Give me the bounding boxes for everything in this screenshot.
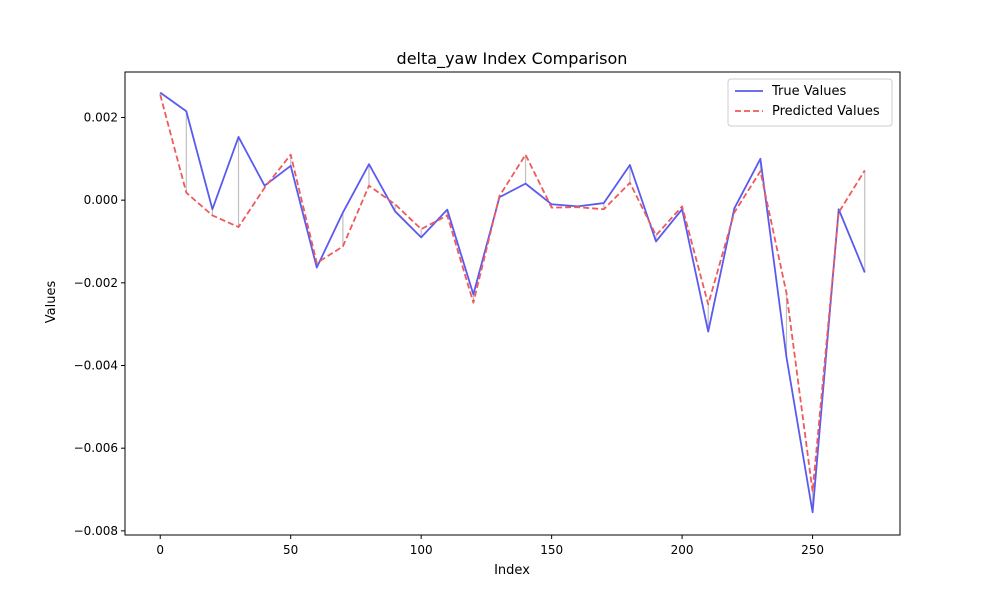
series-line-0	[159, 91, 866, 514]
y-tick-label: −0.006	[74, 441, 118, 455]
chart-title: delta_yaw Index Comparison	[397, 49, 628, 69]
difference-lines	[159, 92, 866, 513]
y-tick-label: −0.002	[74, 276, 118, 290]
x-tick-label: 50	[283, 543, 298, 557]
y-axis-label: Values	[44, 281, 59, 324]
y-tick-label: −0.008	[74, 524, 118, 538]
plot-frame	[124, 71, 901, 536]
x-axis-label: Index	[494, 563, 530, 578]
legend-label: Predicted Values	[772, 104, 880, 119]
legend-label: True Values	[771, 84, 846, 99]
y-tick-label: 0.002	[84, 110, 118, 124]
x-tick-label: 0	[156, 543, 164, 557]
legend-box	[727, 78, 893, 127]
y-tick-label: −0.004	[74, 359, 118, 373]
y-tick-label: 0.000	[84, 193, 118, 207]
x-tick-label: 250	[801, 543, 824, 557]
series-line-1	[159, 94, 866, 493]
x-tick-label: 200	[671, 543, 694, 557]
series-lines	[159, 91, 866, 514]
x-tick-label: 150	[540, 543, 563, 557]
legend: True Values Predicted Values	[727, 78, 893, 127]
x-tick-label: 100	[410, 543, 433, 557]
axes: 0 50 100 150 200 250 0.002 0.000 −0.002 −0.004 −0.…	[74, 71, 901, 557]
